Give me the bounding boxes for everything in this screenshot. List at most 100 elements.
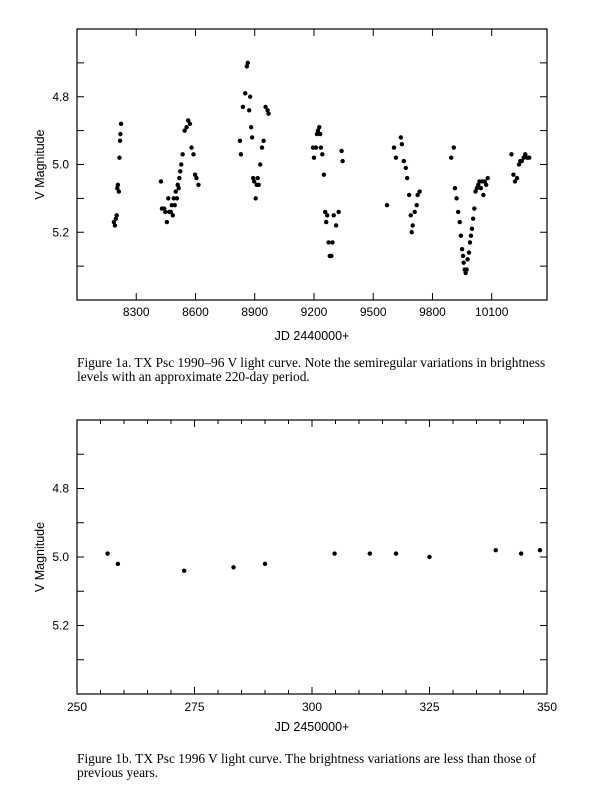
y-tick-label: 5.2 bbox=[52, 225, 69, 239]
data-point bbox=[231, 565, 235, 569]
data-point bbox=[527, 156, 531, 160]
data-point bbox=[336, 210, 340, 214]
data-point bbox=[163, 210, 167, 214]
data-point bbox=[410, 230, 414, 234]
x-tick-label: 350 bbox=[537, 700, 557, 714]
data-point bbox=[113, 223, 117, 227]
figure-1b: 4.8 5.0 5.2 250 275 300 325 350 JD 2450000+ V Mag… bbox=[0, 400, 600, 797]
data-point bbox=[454, 196, 458, 200]
data-point bbox=[481, 193, 485, 197]
data-point bbox=[325, 213, 329, 217]
data-point bbox=[479, 186, 483, 190]
data-point bbox=[105, 551, 109, 555]
data-point bbox=[260, 145, 264, 149]
data-point bbox=[258, 162, 262, 166]
data-point bbox=[324, 220, 328, 224]
data-point bbox=[329, 254, 333, 258]
data-point bbox=[263, 562, 267, 566]
data-point bbox=[509, 152, 513, 156]
x-tick-label: 325 bbox=[419, 700, 439, 714]
x-axis-label: JD 2440000+ bbox=[275, 329, 350, 343]
data-point bbox=[247, 108, 251, 112]
data-point bbox=[166, 196, 170, 200]
x-tick-label: 9800 bbox=[419, 305, 446, 319]
data-point bbox=[116, 562, 120, 566]
data-point bbox=[249, 125, 253, 129]
data-point bbox=[256, 183, 260, 187]
x-tick-label: 9200 bbox=[301, 305, 328, 319]
x-tick-label: 250 bbox=[67, 700, 87, 714]
plot-frame bbox=[77, 420, 547, 694]
data-point bbox=[427, 555, 431, 559]
data-point bbox=[471, 217, 475, 221]
data-point bbox=[117, 156, 121, 160]
data-point bbox=[339, 149, 343, 153]
data-point bbox=[484, 183, 488, 187]
data-point bbox=[465, 257, 469, 261]
light-curve-chart-1b: 4.85.05.2250 275 300 325 350JD 2450000+V Mag… bbox=[0, 400, 600, 745]
x-tick-label: 8900 bbox=[241, 305, 268, 319]
data-point bbox=[261, 139, 265, 143]
data-point bbox=[182, 569, 186, 573]
data-point bbox=[412, 210, 416, 214]
data-point bbox=[404, 166, 408, 170]
data-point bbox=[196, 183, 200, 187]
data-point bbox=[254, 196, 258, 200]
figure-1a: 4.8 5.0 5.2 8300 8600 8900 9200 9500 9800 10100 JD… bbox=[0, 0, 600, 400]
data-point bbox=[178, 169, 182, 173]
y-tick-label: 4.8 bbox=[52, 482, 69, 496]
data-point bbox=[469, 233, 473, 237]
y-tick-label: 5.2 bbox=[52, 619, 69, 633]
data-point bbox=[467, 250, 471, 254]
data-point bbox=[118, 132, 122, 136]
data-point bbox=[407, 193, 411, 197]
data-point bbox=[494, 548, 498, 552]
data-point bbox=[159, 179, 163, 183]
data-point bbox=[119, 122, 123, 126]
data-point bbox=[392, 145, 396, 149]
data-point bbox=[411, 223, 415, 227]
data-point bbox=[320, 152, 324, 156]
data-point bbox=[453, 186, 457, 190]
data-point bbox=[319, 145, 323, 149]
y-axis-label: V Magnitude bbox=[33, 129, 47, 199]
data-point bbox=[117, 189, 121, 193]
data-point bbox=[402, 159, 406, 163]
data-point bbox=[334, 223, 338, 227]
data-point bbox=[255, 176, 259, 180]
data-point bbox=[174, 189, 178, 193]
y-tick-label: 5.0 bbox=[52, 550, 69, 564]
y-tick-label: 5.0 bbox=[52, 158, 69, 172]
data-point bbox=[248, 95, 252, 99]
data-point bbox=[238, 139, 242, 143]
data-point bbox=[118, 139, 122, 143]
data-point bbox=[322, 172, 326, 176]
data-point bbox=[461, 261, 465, 265]
data-point bbox=[452, 145, 456, 149]
data-point bbox=[314, 145, 318, 149]
data-point bbox=[399, 135, 403, 139]
data-point bbox=[194, 176, 198, 180]
data-point bbox=[515, 176, 519, 180]
light-curve-chart-1a: 4.8 5.0 5.2 8300 8600 8900 9200 9500 9800 10100 JD… bbox=[0, 0, 600, 350]
data-point bbox=[511, 172, 515, 176]
data-point bbox=[114, 213, 118, 217]
data-point bbox=[191, 152, 195, 156]
data-point bbox=[486, 176, 490, 180]
y-axis-label: V Magnitude bbox=[33, 522, 47, 592]
data-point bbox=[405, 176, 409, 180]
data-point bbox=[173, 203, 177, 207]
data-point bbox=[175, 196, 179, 200]
data-point bbox=[317, 125, 321, 129]
data-point bbox=[385, 203, 389, 207]
data-point bbox=[472, 206, 476, 210]
data-point bbox=[464, 267, 468, 271]
data-point bbox=[458, 220, 462, 224]
data-point bbox=[177, 176, 181, 180]
x-axis-label: JD 2450000+ bbox=[275, 720, 350, 734]
data-point bbox=[340, 159, 344, 163]
data-point bbox=[266, 111, 270, 115]
plot-frame bbox=[77, 29, 547, 300]
figure-1b-caption: Figure 1b. TX Psc 1996 V light curve. Th… bbox=[77, 752, 577, 780]
data-point bbox=[400, 142, 404, 146]
